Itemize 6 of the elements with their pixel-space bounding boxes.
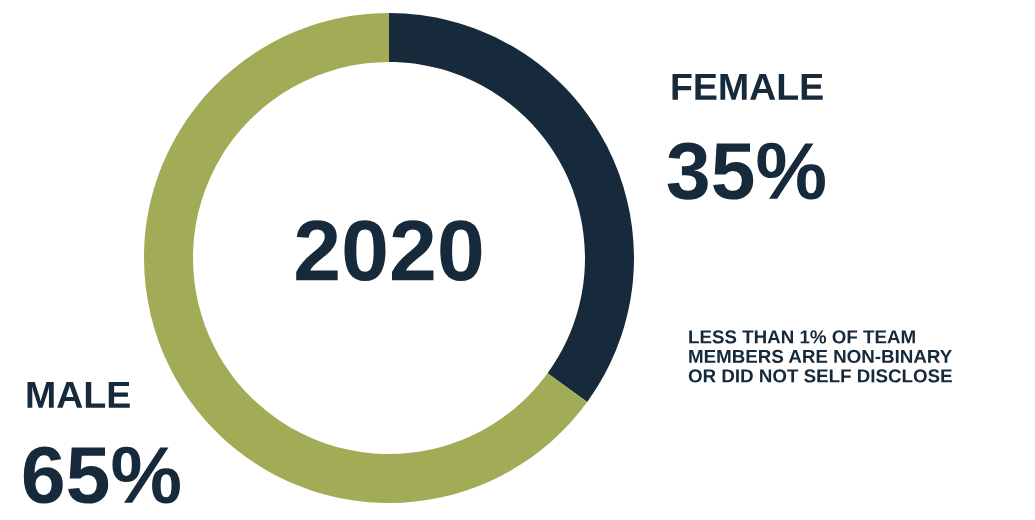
slice-label: FEMALE <box>672 73 823 100</box>
data-label: 35% <box>667 142 825 200</box>
data-label: 65% <box>23 446 180 504</box>
text: 2020 <box>296 220 482 282</box>
text: LESS THAN 1% OF TEAM MEMBERS ARE NON-BINARY OR DID NOT SELF DISCLOSE <box>688 330 952 383</box>
slice-label: MALE <box>27 381 130 408</box>
